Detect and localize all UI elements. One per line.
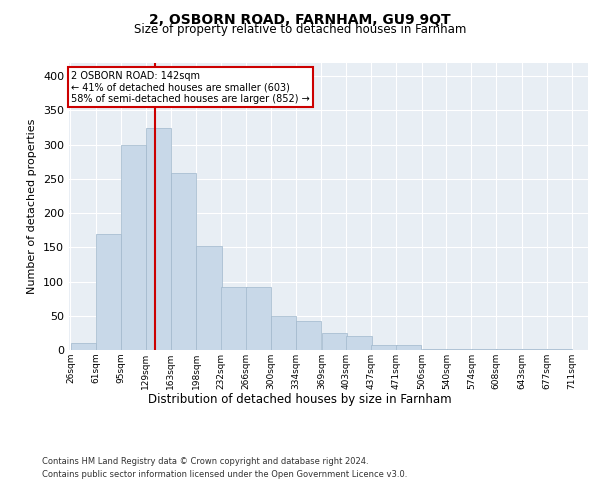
Bar bbox=[371, 344, 397, 350]
Bar bbox=[396, 344, 421, 350]
Text: Contains public sector information licensed under the Open Government Licence v3: Contains public sector information licen… bbox=[42, 470, 407, 479]
Bar bbox=[496, 348, 521, 350]
Bar bbox=[472, 348, 497, 350]
Bar bbox=[146, 128, 171, 350]
Bar bbox=[221, 287, 247, 350]
Bar bbox=[422, 348, 447, 350]
Text: Size of property relative to detached houses in Farnham: Size of property relative to detached ho… bbox=[134, 22, 466, 36]
Bar bbox=[346, 336, 371, 350]
Text: 2 OSBORN ROAD: 142sqm
← 41% of detached houses are smaller (603)
58% of semi-det: 2 OSBORN ROAD: 142sqm ← 41% of detached … bbox=[71, 70, 310, 104]
Bar bbox=[296, 322, 321, 350]
Bar bbox=[71, 343, 96, 350]
Bar bbox=[96, 234, 121, 350]
Bar bbox=[196, 246, 222, 350]
Bar bbox=[271, 316, 296, 350]
Bar bbox=[522, 348, 547, 350]
Bar bbox=[246, 287, 271, 350]
Bar bbox=[322, 333, 347, 350]
Bar bbox=[121, 144, 146, 350]
Bar bbox=[547, 348, 572, 350]
Text: Distribution of detached houses by size in Farnham: Distribution of detached houses by size … bbox=[148, 392, 452, 406]
Bar bbox=[446, 348, 472, 350]
Text: 2, OSBORN ROAD, FARNHAM, GU9 9QT: 2, OSBORN ROAD, FARNHAM, GU9 9QT bbox=[149, 12, 451, 26]
Y-axis label: Number of detached properties: Number of detached properties bbox=[28, 118, 37, 294]
Bar bbox=[171, 174, 196, 350]
Text: Contains HM Land Registry data © Crown copyright and database right 2024.: Contains HM Land Registry data © Crown c… bbox=[42, 458, 368, 466]
